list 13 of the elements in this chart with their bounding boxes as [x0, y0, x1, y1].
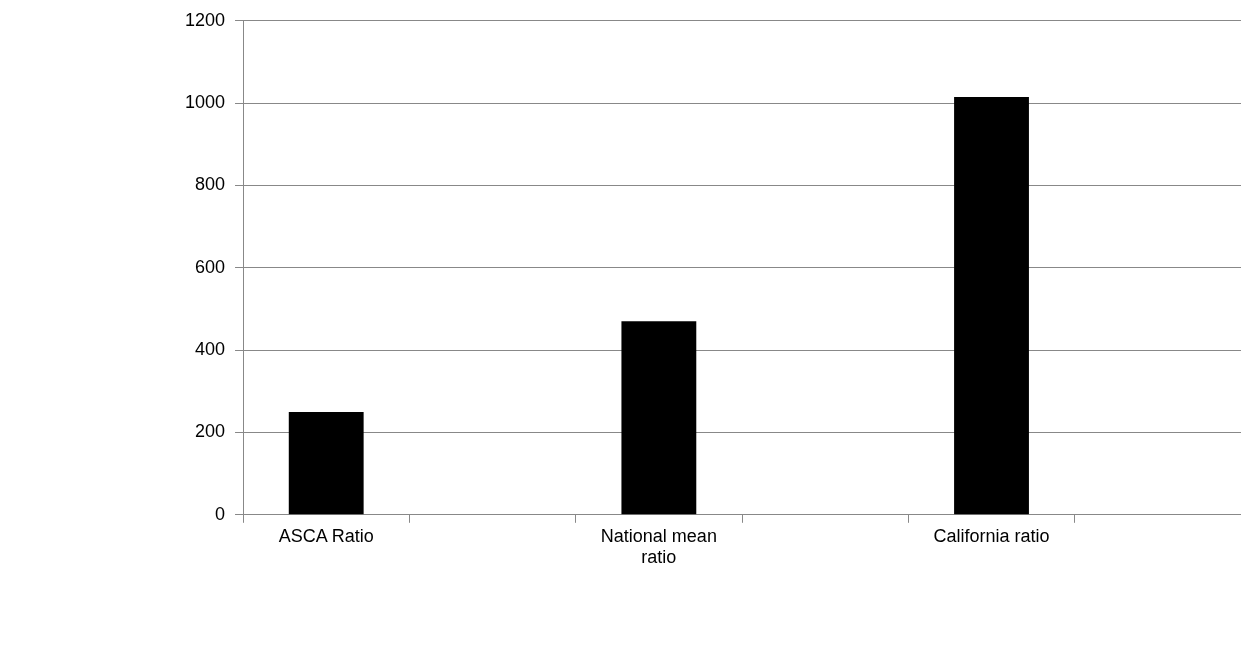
y-tick-label: 800 — [195, 174, 226, 195]
y-tick-label: 400 — [195, 339, 226, 360]
x-tick-label: National mean ratio — [600, 525, 717, 568]
y-tick-label: 200 — [195, 421, 226, 442]
x-tick-label: ASCA Ratio — [278, 525, 374, 546]
x-tick-label: California ratio — [933, 525, 1050, 546]
bar — [954, 96, 1029, 515]
y-tick-label: 0 — [215, 503, 226, 524]
y-tick-label: 1000 — [185, 92, 226, 113]
bar — [621, 321, 697, 515]
y-tick-label: 1200 — [185, 9, 226, 30]
y-tick-label: 600 — [195, 256, 226, 277]
bar — [288, 411, 364, 515]
